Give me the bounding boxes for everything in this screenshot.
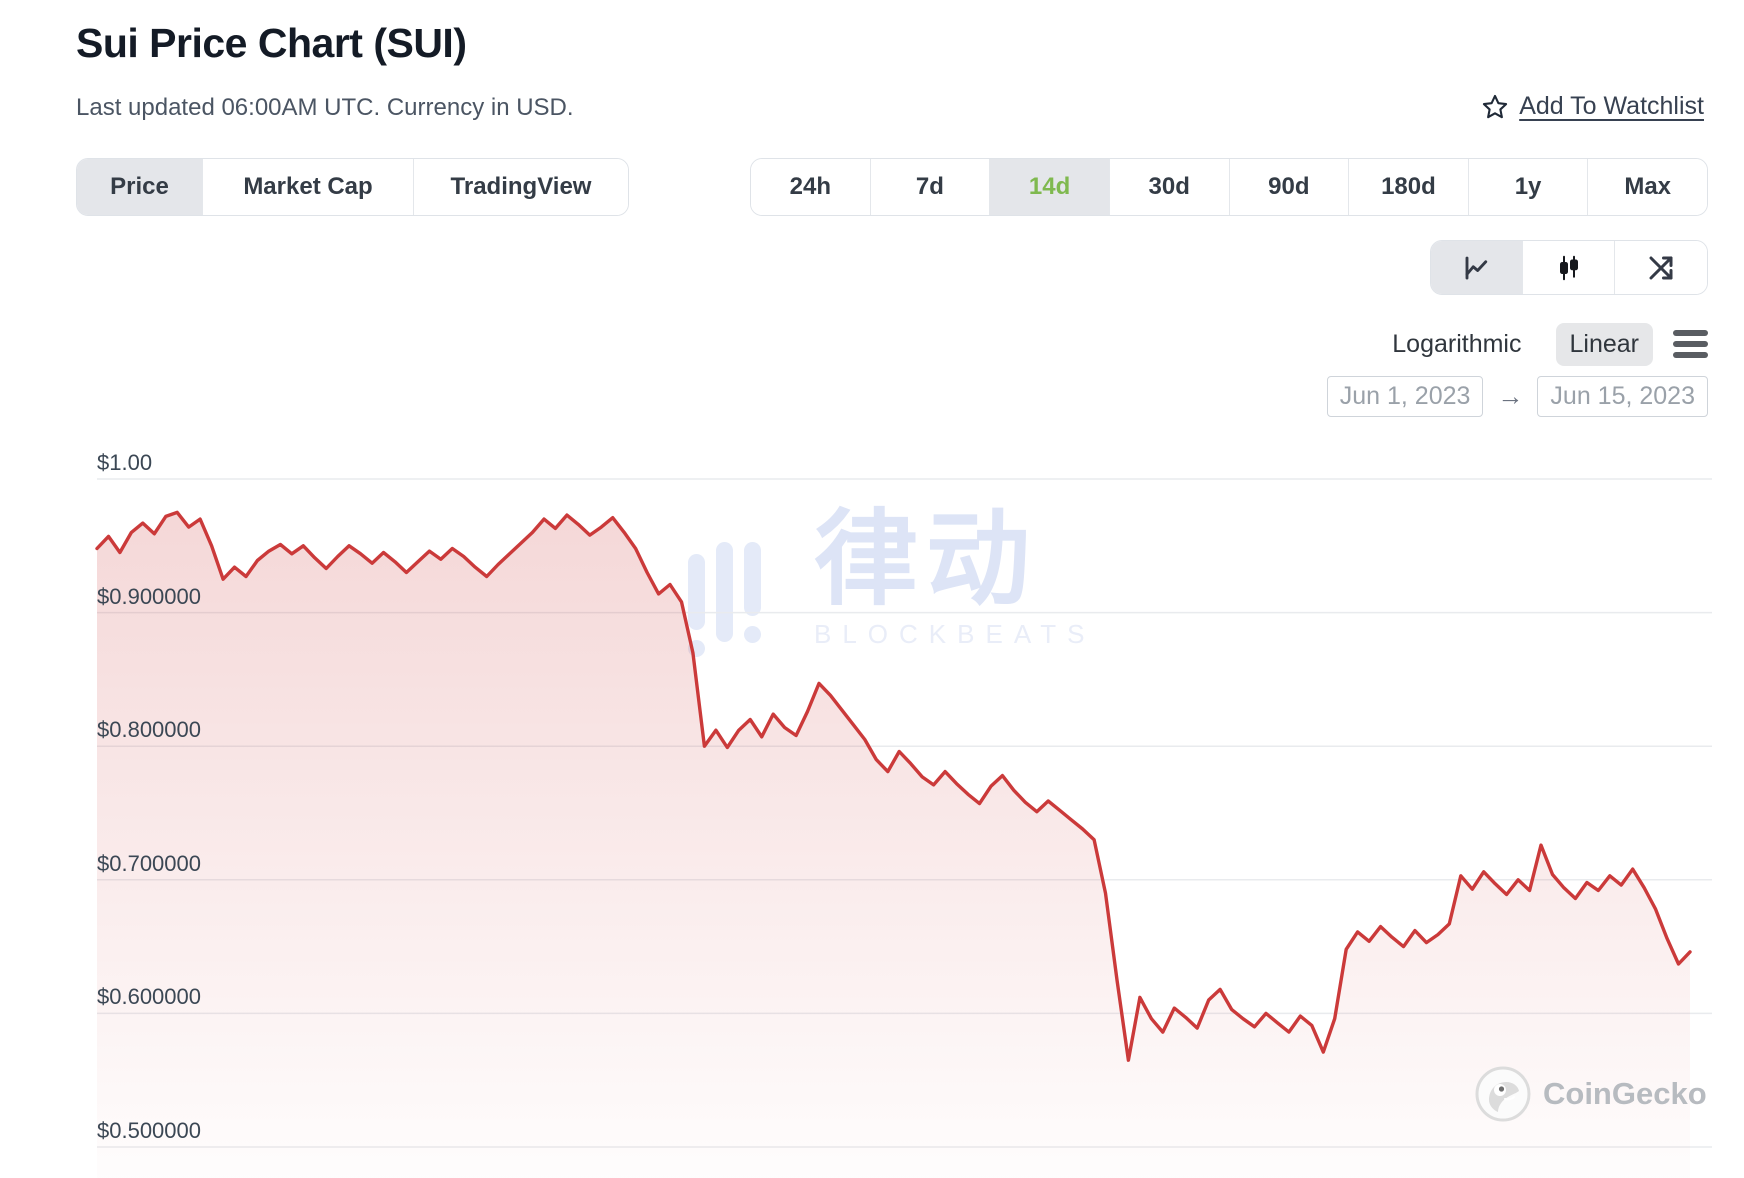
scale-linear[interactable]: Linear xyxy=(1555,322,1653,366)
range-30d[interactable]: 30d xyxy=(1109,159,1230,215)
candlestick-chart-icon xyxy=(1554,253,1584,283)
fullscreen-button[interactable] xyxy=(1615,241,1707,294)
scale-logarithmic[interactable]: Logarithmic xyxy=(1392,329,1522,358)
y-axis-label: $0.500000 xyxy=(97,1118,201,1143)
range-max[interactable]: Max xyxy=(1588,159,1707,215)
time-range-group: 24h 7d 14d 30d 90d 180d 1y Max xyxy=(750,158,1708,216)
range-24h[interactable]: 24h xyxy=(751,159,871,215)
chart-type-group xyxy=(1430,240,1708,295)
y-axis-label: $0.800000 xyxy=(97,717,201,743)
fullscreen-icon xyxy=(1646,253,1676,283)
price-line xyxy=(95,510,1692,1062)
tab-tradingview[interactable]: TradingView xyxy=(414,159,628,215)
add-to-watchlist-link[interactable]: Add To Watchlist xyxy=(1481,92,1704,121)
range-90d[interactable]: 90d xyxy=(1229,159,1350,215)
range-180d[interactable]: 180d xyxy=(1349,159,1469,215)
arrow-right-icon: → xyxy=(1497,380,1524,411)
scale-toggle: Logarithmic Linear xyxy=(1378,320,1708,368)
candlestick-chart-button[interactable] xyxy=(1523,241,1615,294)
view-tab-group: Price Market Cap TradingView xyxy=(76,158,629,216)
chart-menu-icon[interactable] xyxy=(1673,330,1708,358)
coingecko-logo-icon xyxy=(1475,1066,1531,1122)
end-date-input[interactable]: Jun 15, 2023 xyxy=(1537,375,1708,417)
date-range-picker: Jun 1, 2023 → Jun 15, 2023 xyxy=(1326,374,1708,418)
price-chart[interactable]: 律动 BLOCKBEATS $1.00 $0.900000 $0.800000 $0.… xyxy=(0,420,1744,1178)
tab-market-cap[interactable]: Market Cap xyxy=(203,159,414,215)
price-area-chart[interactable] xyxy=(0,420,1744,1178)
page-title: Sui Price Chart (SUI) xyxy=(76,20,467,66)
range-14d[interactable]: 14d xyxy=(990,159,1110,215)
last-updated-text: Last updated 06:00AM UTC. Currency in US… xyxy=(76,94,574,121)
line-chart-icon xyxy=(1462,253,1492,283)
coingecko-attribution: CoinGecko xyxy=(1475,1066,1707,1122)
line-chart-button[interactable] xyxy=(1431,241,1523,294)
y-axis-label: $0.900000 xyxy=(97,583,201,609)
y-axis-label: $0.600000 xyxy=(97,984,201,1010)
start-date-input[interactable]: Jun 1, 2023 xyxy=(1326,375,1484,417)
coingecko-brand-text: CoinGecko xyxy=(1543,1076,1707,1111)
star-icon xyxy=(1481,93,1509,121)
range-7d[interactable]: 7d xyxy=(870,159,991,215)
y-axis-label: $1.00 xyxy=(97,450,153,475)
range-1y[interactable]: 1y xyxy=(1468,159,1589,215)
tab-price[interactable]: Price xyxy=(77,159,203,215)
add-to-watchlist-label: Add To Watchlist xyxy=(1519,92,1704,120)
price-fill-area xyxy=(97,512,1690,1178)
y-axis-label: $0.700000 xyxy=(97,850,201,876)
